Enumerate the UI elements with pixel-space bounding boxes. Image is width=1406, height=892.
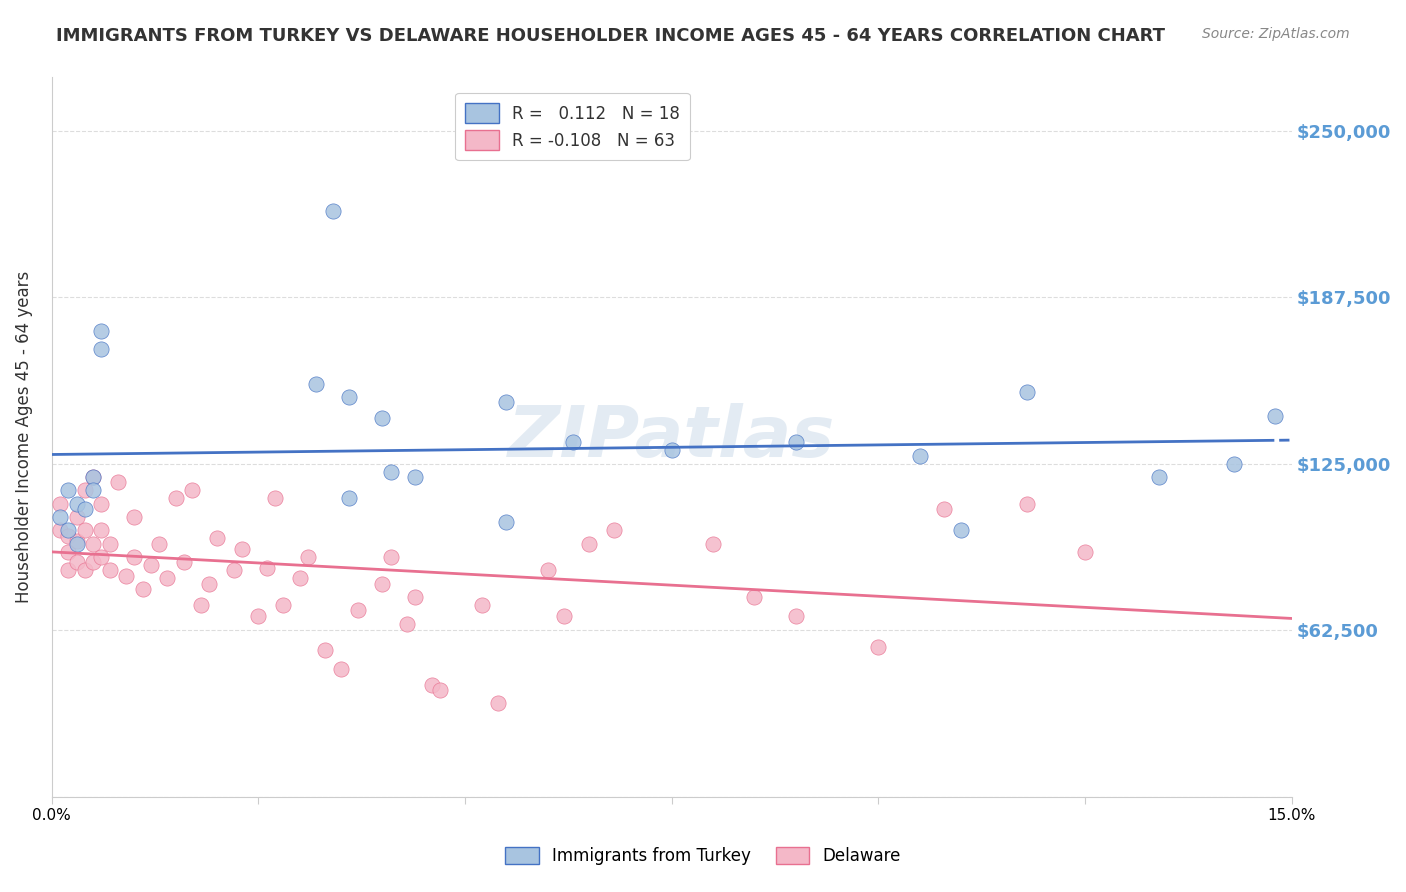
Point [173, 555, 195, 569]
Point [314, 643, 336, 657]
Point [337, 491, 360, 506]
Point [247, 608, 270, 623]
Point [65, 510, 87, 524]
Point [90, 324, 112, 338]
Point [404, 590, 426, 604]
Point [785, 435, 807, 450]
Point [950, 523, 973, 537]
Point [82, 483, 104, 498]
Point [73, 563, 96, 577]
Point [337, 390, 360, 404]
Point [58, 563, 80, 577]
Point [578, 536, 600, 550]
Point [90, 342, 112, 356]
Point [65, 497, 87, 511]
Point [98, 536, 121, 550]
Point [190, 598, 212, 612]
Point [90, 523, 112, 537]
Point [661, 443, 683, 458]
Point [420, 678, 443, 692]
Point [908, 449, 931, 463]
Point [58, 483, 80, 498]
Legend: R =   0.112   N = 18, R = -0.108   N = 63: R = 0.112 N = 18, R = -0.108 N = 63 [456, 93, 690, 161]
Point [73, 523, 96, 537]
Point [396, 616, 419, 631]
Point [1017, 384, 1039, 399]
Point [73, 502, 96, 516]
Point [165, 491, 187, 506]
Point [486, 697, 509, 711]
Point [371, 411, 394, 425]
Point [371, 576, 394, 591]
Point [603, 523, 626, 537]
Point [934, 502, 956, 516]
Point [495, 516, 517, 530]
Point [139, 558, 162, 572]
Point [49, 523, 72, 537]
Point [131, 582, 153, 596]
Point [82, 470, 104, 484]
Point [346, 603, 368, 617]
Point [205, 531, 228, 545]
Point [330, 662, 353, 676]
Point [198, 576, 221, 591]
Point [256, 560, 278, 574]
Point [380, 465, 402, 479]
Point [271, 598, 294, 612]
Point [561, 435, 583, 450]
Point [90, 549, 112, 564]
Point [404, 470, 426, 484]
Point [98, 563, 121, 577]
Point [1149, 470, 1171, 484]
Point [90, 497, 112, 511]
Point [82, 555, 104, 569]
Y-axis label: Householder Income Ages 45 - 64 years: Householder Income Ages 45 - 64 years [15, 271, 32, 603]
Point [65, 536, 87, 550]
Text: IMMIGRANTS FROM TURKEY VS DELAWARE HOUSEHOLDER INCOME AGES 45 - 64 YEARS CORRELA: IMMIGRANTS FROM TURKEY VS DELAWARE HOUSE… [56, 27, 1166, 45]
Point [65, 533, 87, 548]
Legend: Immigrants from Turkey, Delaware: Immigrants from Turkey, Delaware [495, 837, 911, 875]
Point [231, 541, 253, 556]
Text: ZIPatlas: ZIPatlas [508, 402, 835, 472]
Point [58, 544, 80, 558]
Point [1223, 457, 1246, 471]
Point [537, 563, 560, 577]
Point [322, 203, 344, 218]
Point [107, 475, 129, 490]
Point [65, 555, 87, 569]
Point [1074, 544, 1097, 558]
Point [702, 536, 724, 550]
Point [156, 571, 179, 585]
Point [115, 568, 138, 582]
Point [785, 608, 807, 623]
Point [297, 549, 319, 564]
Point [82, 470, 104, 484]
Point [124, 510, 146, 524]
Point [148, 536, 170, 550]
Point [124, 549, 146, 564]
Point [222, 563, 245, 577]
Point [471, 598, 494, 612]
Point [868, 640, 890, 655]
Point [1017, 497, 1039, 511]
Point [288, 571, 311, 585]
Point [82, 536, 104, 550]
Point [429, 683, 451, 698]
Point [58, 528, 80, 542]
Point [58, 523, 80, 537]
Point [264, 491, 287, 506]
Point [181, 483, 204, 498]
Point [553, 608, 575, 623]
Point [495, 395, 517, 409]
Point [380, 549, 402, 564]
Point [49, 497, 72, 511]
Point [49, 510, 72, 524]
Point [744, 590, 766, 604]
Point [1264, 409, 1286, 423]
Point [305, 376, 328, 391]
Text: Source: ZipAtlas.com: Source: ZipAtlas.com [1202, 27, 1350, 41]
Point [73, 483, 96, 498]
